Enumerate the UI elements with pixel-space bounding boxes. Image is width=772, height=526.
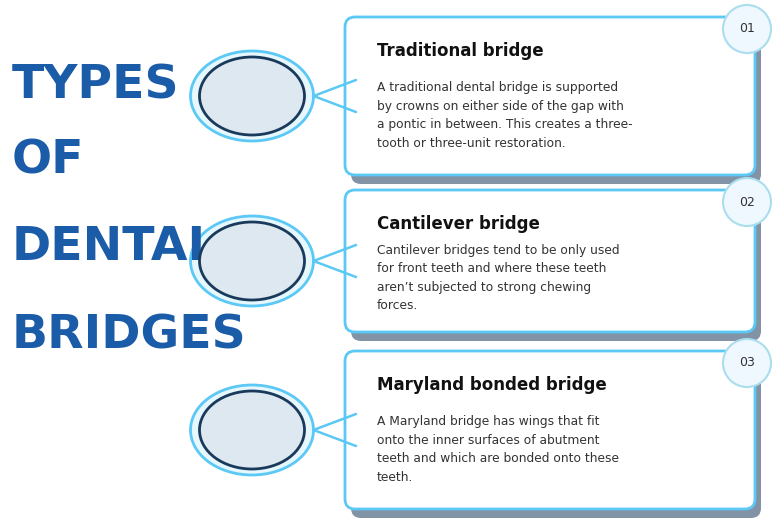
Text: Traditional bridge: Traditional bridge — [377, 42, 543, 60]
Ellipse shape — [191, 216, 313, 306]
Text: BRIDGES: BRIDGES — [12, 313, 247, 359]
FancyBboxPatch shape — [345, 190, 755, 332]
FancyBboxPatch shape — [345, 351, 755, 509]
Ellipse shape — [191, 385, 313, 475]
FancyBboxPatch shape — [351, 360, 761, 518]
FancyBboxPatch shape — [345, 17, 755, 175]
Text: DENTAL: DENTAL — [12, 226, 218, 270]
Text: OF: OF — [12, 138, 84, 184]
Circle shape — [723, 339, 771, 387]
Ellipse shape — [199, 391, 304, 469]
Circle shape — [723, 5, 771, 53]
Ellipse shape — [199, 57, 304, 135]
Text: Cantilever bridges tend to be only used
for front teeth and where these teeth
ar: Cantilever bridges tend to be only used … — [377, 244, 620, 312]
Ellipse shape — [199, 222, 304, 300]
FancyBboxPatch shape — [351, 26, 761, 184]
Text: 01: 01 — [739, 23, 755, 35]
Text: A Maryland bridge has wings that fit
onto the inner surfaces of abutment
teeth a: A Maryland bridge has wings that fit ont… — [377, 415, 619, 483]
Ellipse shape — [191, 51, 313, 141]
Text: Maryland bonded bridge: Maryland bonded bridge — [377, 376, 607, 394]
Text: Cantilever bridge: Cantilever bridge — [377, 215, 540, 233]
Text: 02: 02 — [739, 196, 755, 208]
Text: 03: 03 — [739, 357, 755, 369]
Text: A traditional dental bridge is supported
by crowns on either side of the gap wit: A traditional dental bridge is supported… — [377, 81, 632, 149]
Circle shape — [723, 178, 771, 226]
FancyBboxPatch shape — [351, 199, 761, 341]
Text: TYPES: TYPES — [12, 64, 180, 108]
